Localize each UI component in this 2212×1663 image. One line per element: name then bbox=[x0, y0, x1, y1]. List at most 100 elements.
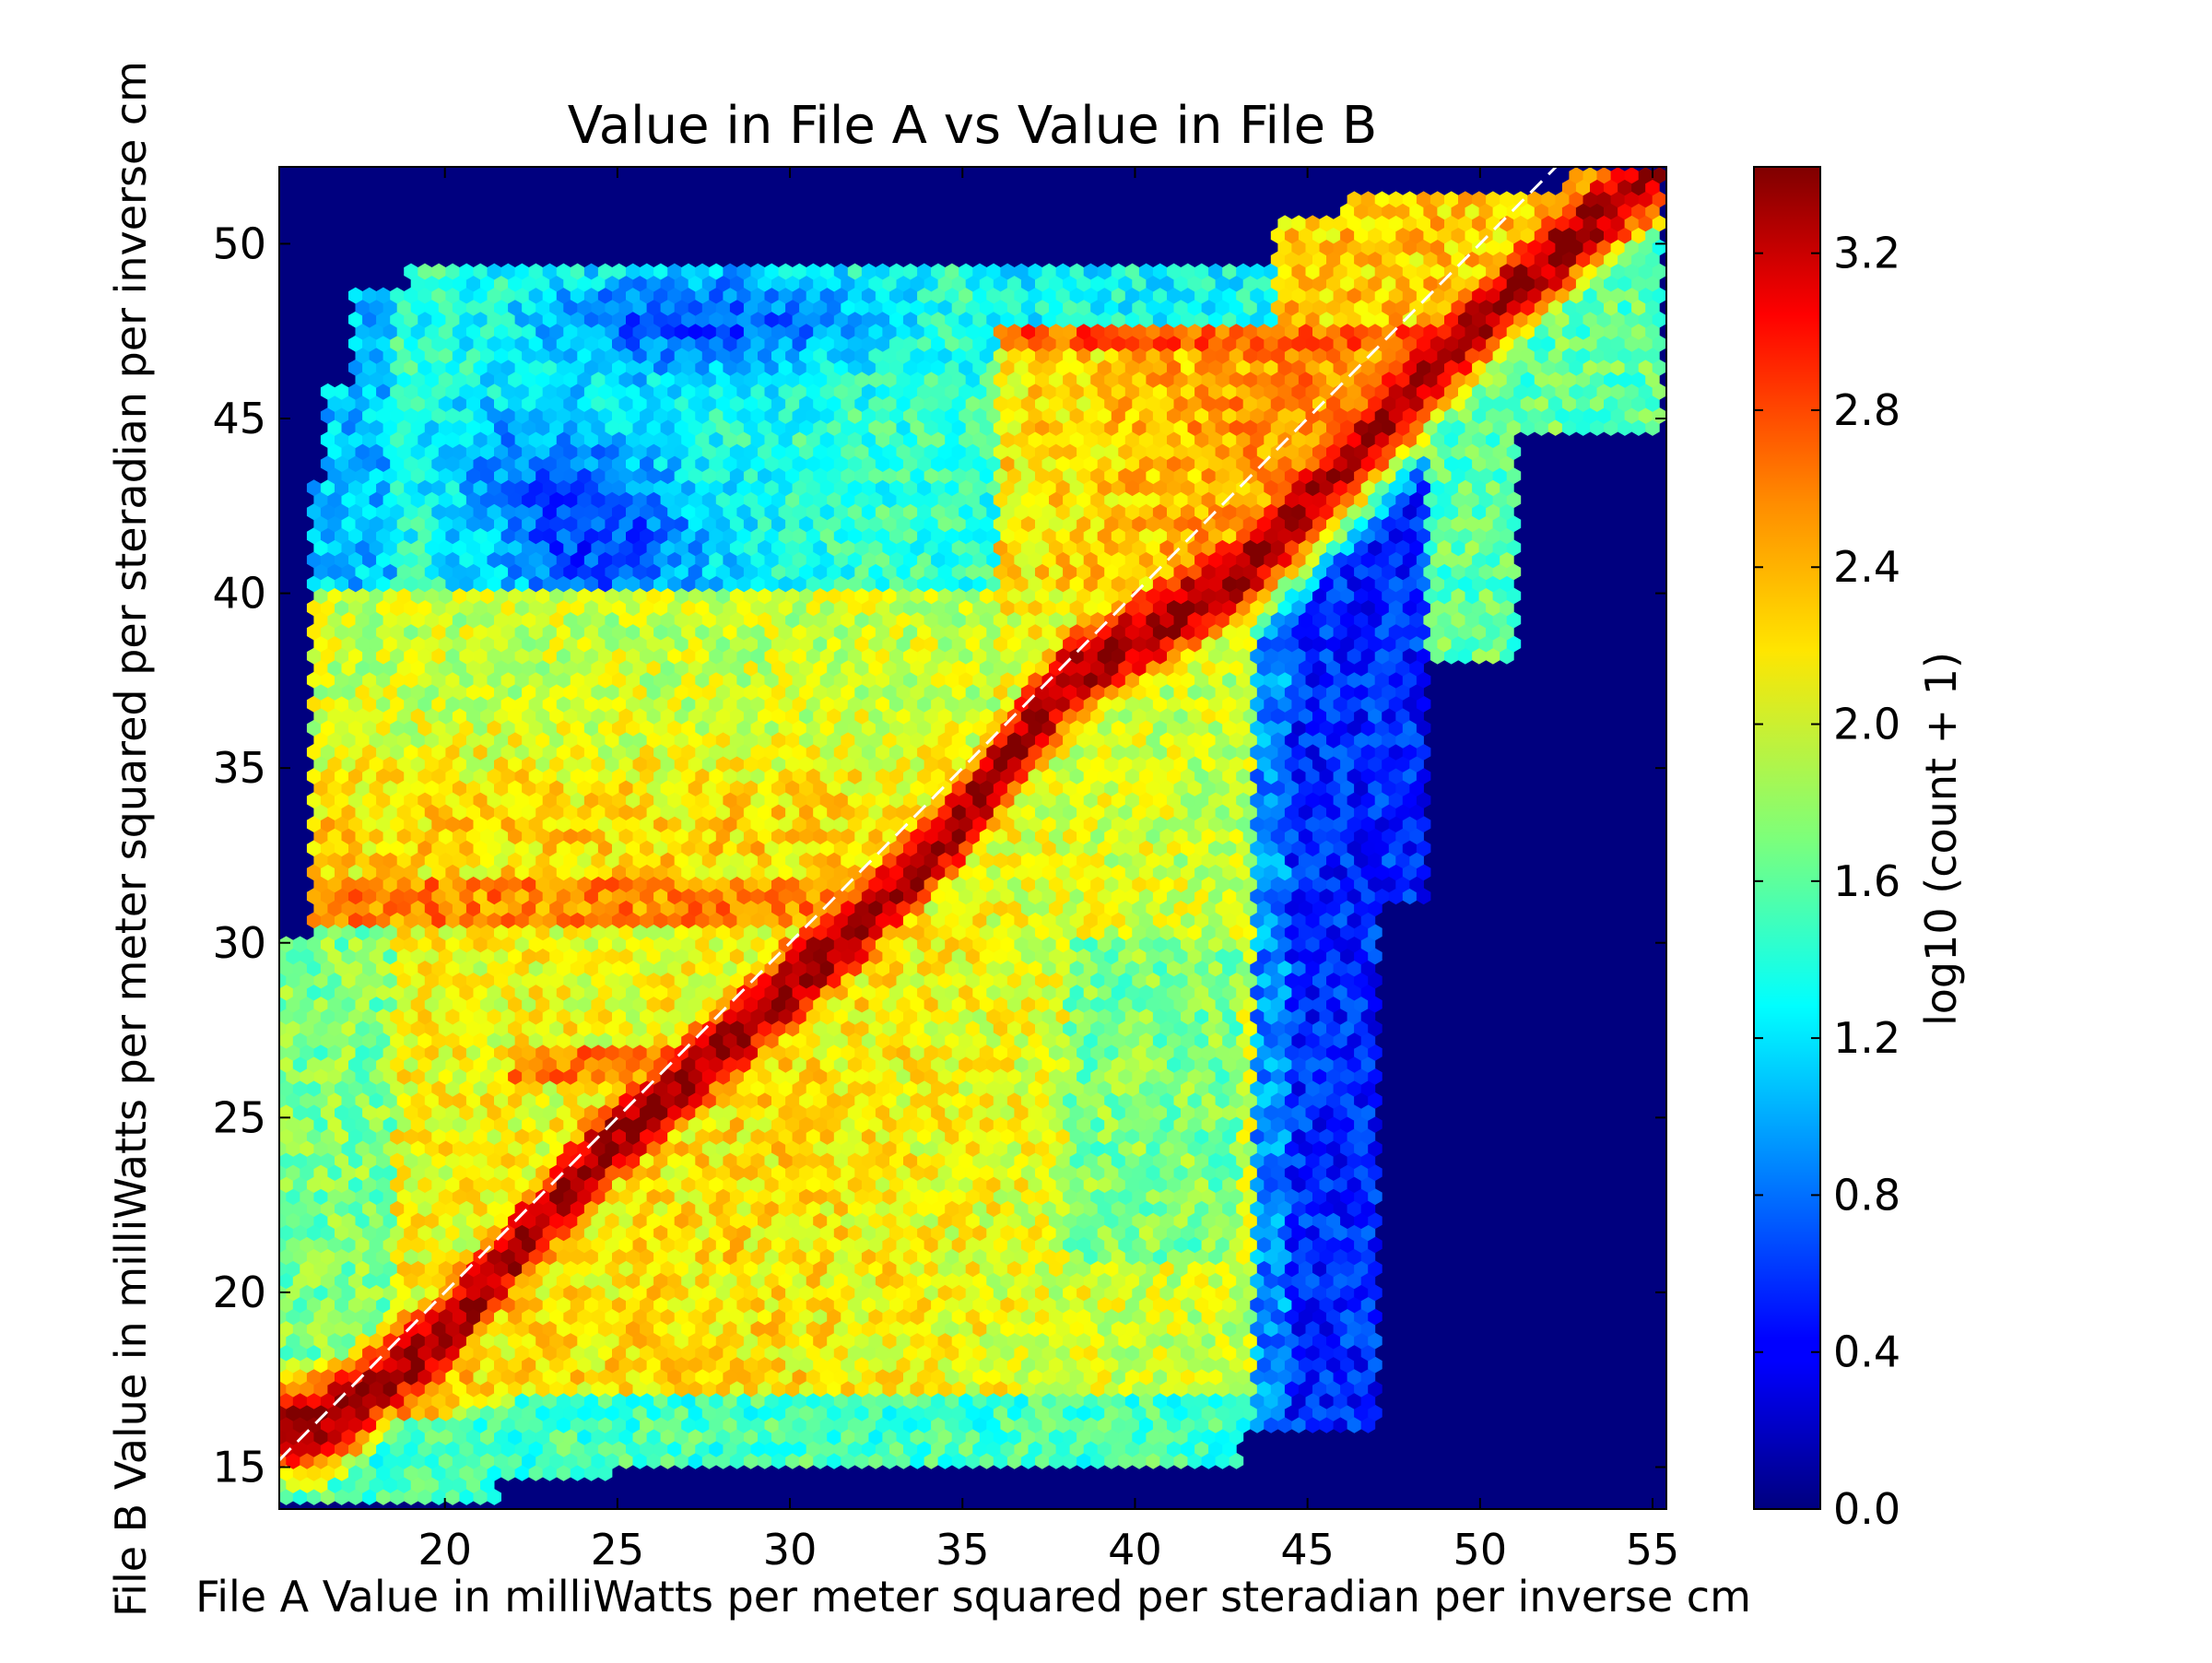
hexbin-cell bbox=[993, 1404, 1008, 1421]
hexbin-cell bbox=[362, 1489, 377, 1505]
hexbin-cell bbox=[841, 1452, 855, 1469]
hexbin-cell bbox=[626, 1392, 641, 1409]
hexbin-cell bbox=[480, 1452, 495, 1469]
hexbin-cell bbox=[355, 1428, 371, 1445]
hexbin-cell bbox=[1111, 1440, 1126, 1457]
hexbin-cell bbox=[300, 1452, 314, 1469]
hexbin-cell bbox=[487, 1392, 501, 1409]
hexbin-cell bbox=[1077, 1452, 1091, 1469]
hexbin-cell bbox=[695, 1440, 710, 1457]
hexbin-cell bbox=[1187, 1404, 1203, 1421]
hexbin-cell bbox=[1215, 1404, 1230, 1421]
hexbin-cell bbox=[723, 1416, 737, 1433]
hexbin-cell bbox=[494, 1404, 509, 1421]
hexbin-cell bbox=[459, 1464, 474, 1481]
hexbin-cell bbox=[640, 1440, 654, 1457]
hexbin-cell bbox=[508, 1404, 523, 1421]
hexbin-cell bbox=[1152, 1392, 1168, 1409]
hexbin-cell bbox=[431, 1440, 446, 1457]
hexbin-cell bbox=[591, 1380, 606, 1398]
hexbin-cell bbox=[292, 1489, 308, 1505]
hexbin-cell bbox=[841, 1404, 855, 1421]
hexbin-cell bbox=[404, 1489, 418, 1505]
hexbin-cell bbox=[1111, 1392, 1126, 1409]
hexbin-cell bbox=[355, 1404, 371, 1421]
hexbin-cell bbox=[1242, 1404, 1258, 1421]
hexbin-cell bbox=[376, 1392, 391, 1409]
hexbin-cell bbox=[979, 1404, 994, 1421]
hexbin-cell bbox=[1201, 1404, 1217, 1421]
hexbin-cell bbox=[792, 1416, 807, 1433]
hexbin-cell bbox=[653, 1392, 668, 1409]
hexbin-cell bbox=[348, 1464, 363, 1481]
hexbin-cell bbox=[528, 1464, 544, 1481]
hexbin-cell bbox=[605, 1404, 619, 1421]
hexbin-cell bbox=[279, 1477, 287, 1493]
hexbin-cell bbox=[1118, 1404, 1133, 1421]
hexbin-cell bbox=[1014, 1440, 1029, 1457]
hexbin-cell bbox=[1194, 1392, 1209, 1409]
hexbin-cell bbox=[465, 1477, 481, 1493]
hexbin-cell bbox=[313, 1477, 328, 1493]
hexbin-cell bbox=[390, 1440, 405, 1457]
hexbin-cell bbox=[341, 1477, 356, 1493]
hexbin-cell bbox=[487, 1489, 501, 1505]
hexbin-cell bbox=[313, 1452, 328, 1469]
hexbin-cell bbox=[827, 1428, 841, 1445]
hexbin-cell bbox=[452, 1452, 467, 1469]
hexbin-cell bbox=[667, 1440, 682, 1457]
hexbin-cell bbox=[785, 1380, 800, 1398]
hexbin-cell bbox=[279, 1392, 294, 1409]
hexbin-cell bbox=[292, 1416, 308, 1433]
hexbin-cell bbox=[1097, 1440, 1112, 1457]
hexbin-cell bbox=[1069, 1392, 1085, 1409]
hexbin-cell bbox=[667, 1392, 682, 1409]
hexbin-cell bbox=[1000, 1392, 1015, 1409]
hexbin-cell bbox=[931, 1440, 946, 1457]
hexbin-cell bbox=[792, 1440, 807, 1457]
hexbin-cell bbox=[612, 1440, 627, 1457]
hexbin-cell bbox=[688, 1380, 703, 1398]
hexbin-cell bbox=[1215, 1428, 1230, 1445]
hexbin-cell bbox=[348, 1392, 363, 1409]
hexbin-cell bbox=[1291, 1392, 1306, 1409]
hexbin-cell bbox=[736, 1440, 751, 1457]
hexbin-cell bbox=[819, 1392, 835, 1409]
hexbin-cell bbox=[1326, 1404, 1341, 1421]
hexbin-cell bbox=[959, 1440, 973, 1457]
hexbin-cell bbox=[1360, 1392, 1376, 1409]
hexbin-cell bbox=[709, 1392, 724, 1409]
hexbin-cell bbox=[965, 1428, 981, 1445]
hexbin-cell bbox=[404, 1392, 418, 1409]
hexbin-cell bbox=[1000, 1440, 1015, 1457]
hexbin-cell bbox=[1028, 1440, 1042, 1457]
hexbin-cell bbox=[1201, 1452, 1217, 1469]
hexbin-cell bbox=[861, 1416, 877, 1433]
hexbin-cell bbox=[945, 1392, 959, 1409]
hexbin-cell bbox=[1368, 1404, 1382, 1421]
hexbin-cell bbox=[924, 1404, 939, 1421]
hexbin-cell bbox=[945, 1416, 959, 1433]
hexbin-cell bbox=[917, 1392, 932, 1409]
hexbin-cell bbox=[1264, 1416, 1278, 1433]
hexbin-cell bbox=[1063, 1404, 1077, 1421]
hexbin-cell bbox=[452, 1380, 467, 1398]
hexbin-cell bbox=[646, 1452, 662, 1469]
hexbin-cell bbox=[1222, 1392, 1237, 1409]
hexbin-cell bbox=[424, 1404, 440, 1421]
hexbin-cell bbox=[681, 1440, 696, 1457]
hexbin-cell bbox=[827, 1380, 841, 1398]
hexbin-cell bbox=[369, 1428, 384, 1445]
hexbin-cell bbox=[522, 1428, 536, 1445]
hexbin-cell bbox=[1181, 1392, 1195, 1409]
hexbin-cell bbox=[799, 1404, 814, 1421]
hexbin-cell bbox=[473, 1489, 488, 1505]
hexbin-cell bbox=[896, 1428, 911, 1445]
hexbin-cell bbox=[583, 1416, 599, 1433]
hexbin-cell bbox=[841, 1428, 855, 1445]
hexbin-cell bbox=[528, 1440, 544, 1457]
hexbin-cell bbox=[1208, 1392, 1223, 1409]
hexbin-cell bbox=[362, 1392, 377, 1409]
hexbin-cell bbox=[1041, 1392, 1056, 1409]
